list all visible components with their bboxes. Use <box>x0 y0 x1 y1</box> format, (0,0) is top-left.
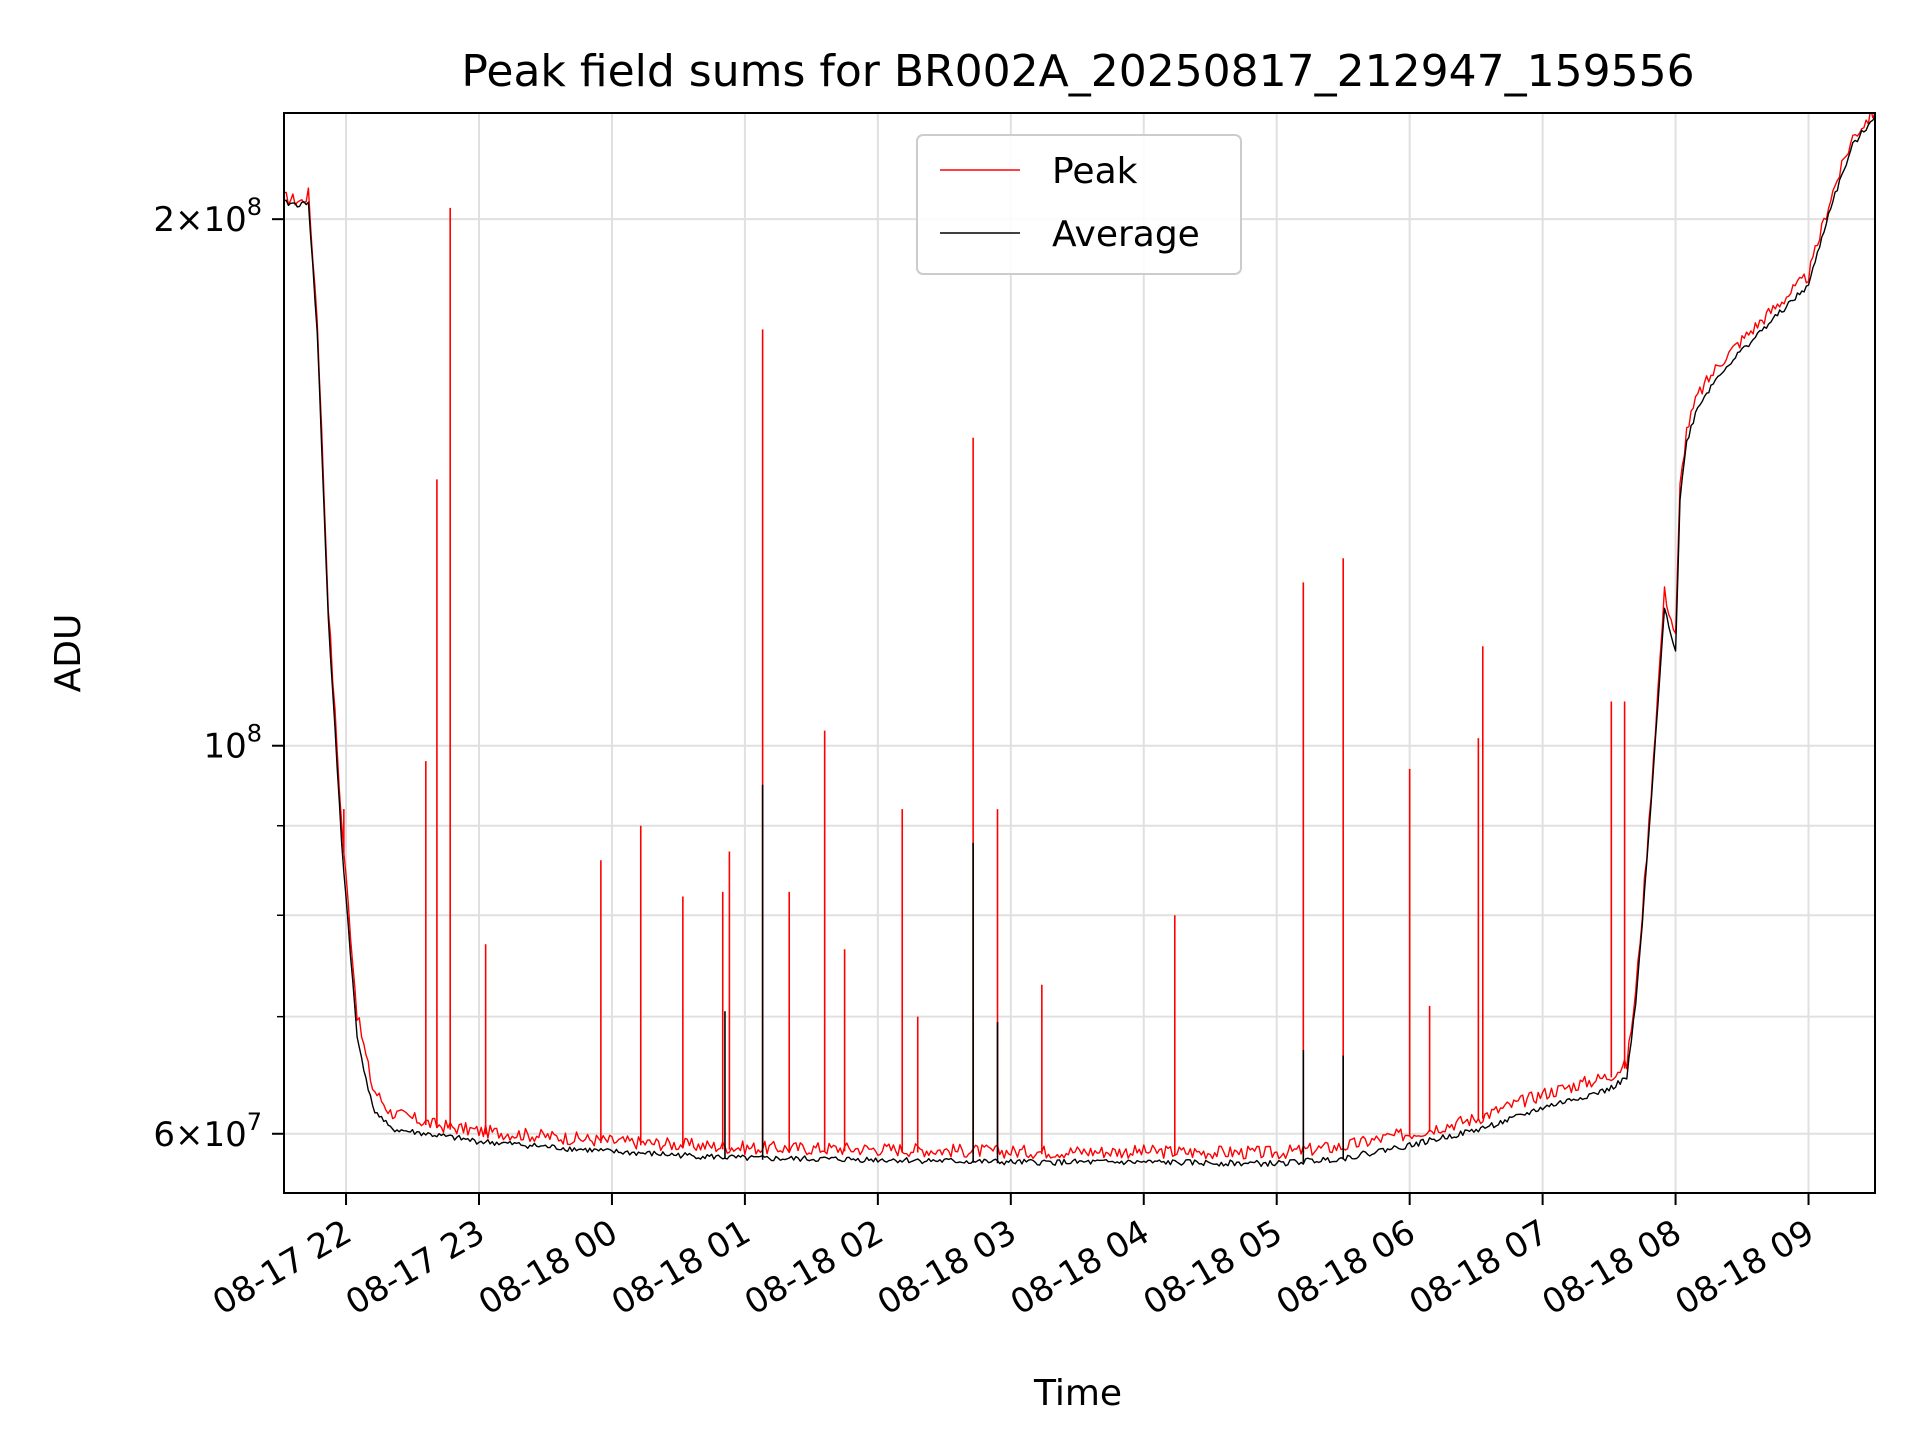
chart-title: Peak field sums for BR002A_20250817_2129… <box>461 46 1694 97</box>
x-axis-label: Time <box>1033 1373 1122 1414</box>
y-axis: 2×108 108 6×107 <box>153 193 284 1155</box>
gridlines <box>284 113 1875 1193</box>
series-line-peak <box>284 113 1875 1160</box>
legend: Peak Average <box>916 134 1242 275</box>
y-tick-label: 108 <box>203 720 262 767</box>
y-axis-label: ADU <box>48 614 89 693</box>
series-line-average <box>284 115 1875 1167</box>
plot-frame <box>283 112 1876 1194</box>
y-tick-label: 6×107 <box>153 1108 262 1155</box>
plot-area <box>284 113 1875 1167</box>
legend-label-average: Average <box>1052 214 1200 255</box>
y-tick-label: 2×108 <box>153 193 262 240</box>
legend-label-peak: Peak <box>1052 151 1138 192</box>
